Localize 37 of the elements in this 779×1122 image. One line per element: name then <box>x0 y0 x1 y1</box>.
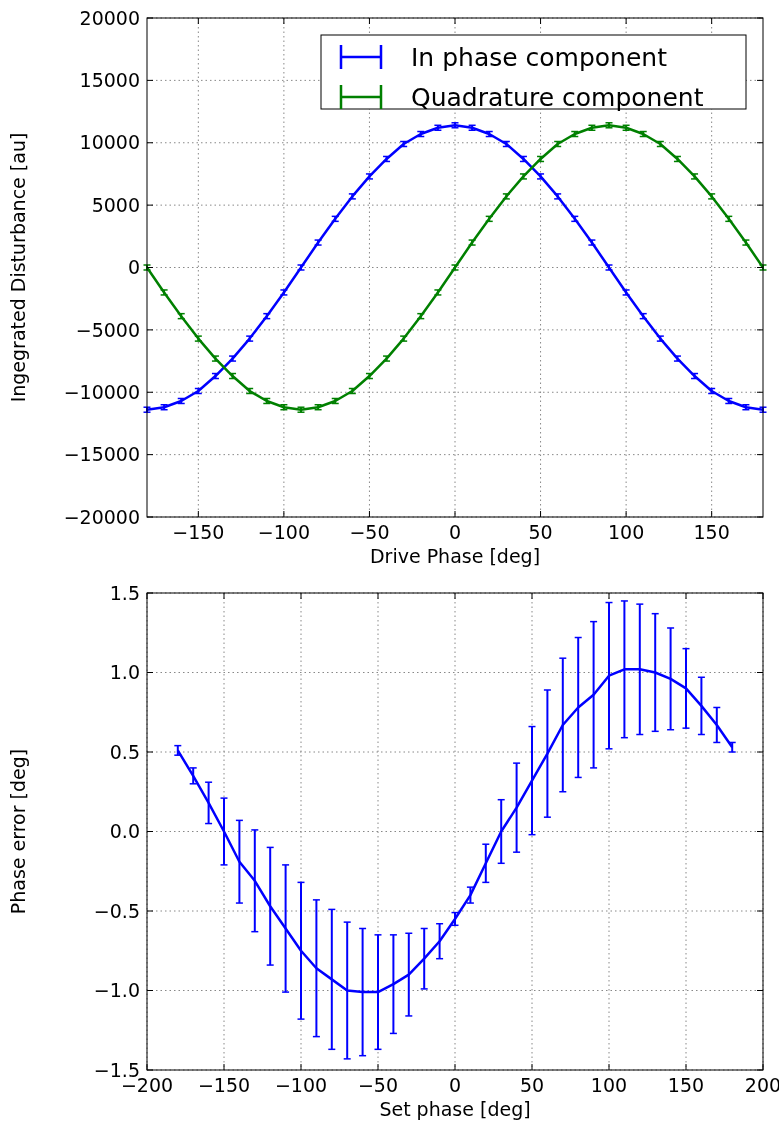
x-tick-label: 150 <box>667 1074 705 1096</box>
x-tick-label: 0 <box>448 521 462 543</box>
y-tick-label: 10000 <box>79 131 140 154</box>
x-tick-label: −50 <box>357 1074 399 1096</box>
x-tick-label: 50 <box>528 521 553 543</box>
y-tick-label: 20000 <box>79 6 140 29</box>
x-tick-label: 100 <box>607 521 645 543</box>
x-tick-label: −150 <box>172 521 225 543</box>
x-tick-label: −150 <box>197 1074 251 1096</box>
y-axis-title: Phase error [deg] <box>7 748 29 915</box>
x-tick-label: 0 <box>448 1074 462 1096</box>
y-tick-label: 0.0 <box>109 820 140 843</box>
y-tick-label: −0.5 <box>93 899 140 922</box>
y-tick-label: 5000 <box>91 193 140 216</box>
x-tick-label: 100 <box>590 1074 628 1096</box>
y-tick-label: 1.0 <box>109 661 140 684</box>
y-tick-label: −1.0 <box>93 979 140 1002</box>
y-tick-label: 1.5 <box>109 581 140 604</box>
legend-label: Quadrature component <box>411 82 704 112</box>
x-tick-label: −50 <box>349 521 390 543</box>
y-tick-label: 0.5 <box>109 740 140 763</box>
y-tick-label: 0 <box>127 256 140 279</box>
y-tick-label: −15000 <box>63 443 140 466</box>
y-tick-label: 15000 <box>79 69 140 92</box>
x-tick-label: −100 <box>257 521 310 543</box>
y-tick-label: −10000 <box>63 380 140 403</box>
y-axis-title: Ingegrated Disturbance [au] <box>7 132 29 403</box>
x-tick-label: 200 <box>744 1074 779 1096</box>
x-axis-title: Set phase [deg] <box>379 1098 531 1120</box>
x-tick-label: 50 <box>519 1074 545 1096</box>
line-series <box>145 124 765 411</box>
legend-label: In phase component <box>411 42 668 72</box>
x-axis-title: Drive Phase [deg] <box>369 545 541 567</box>
x-tick-label: −100 <box>274 1074 328 1096</box>
x-tick-label: 150 <box>693 521 730 543</box>
y-tick-label: −5000 <box>75 318 140 341</box>
y-tick-label: −20000 <box>63 505 140 528</box>
